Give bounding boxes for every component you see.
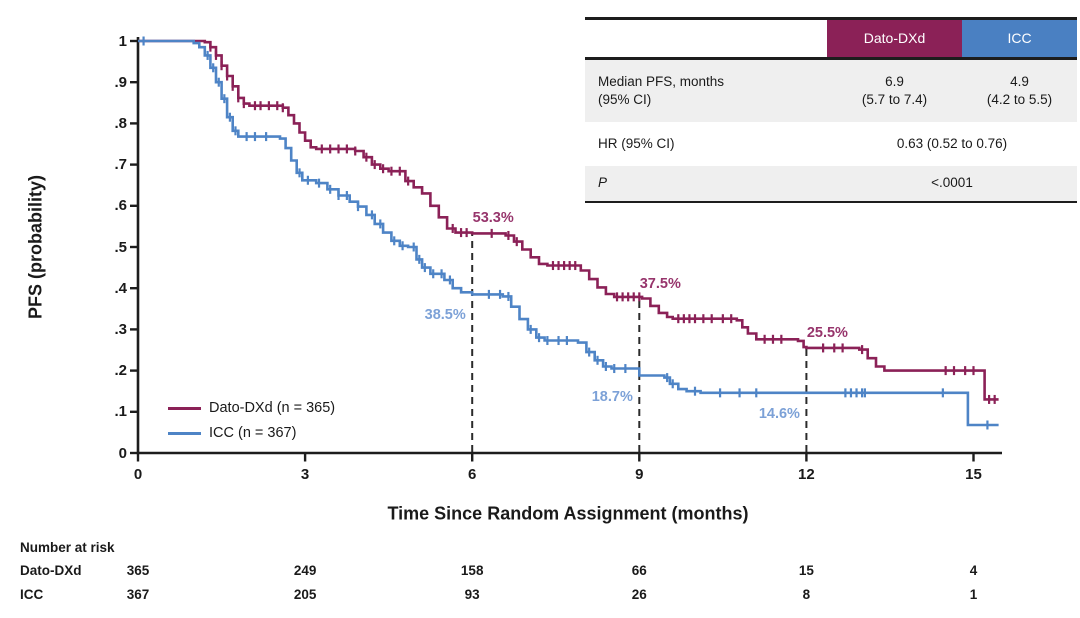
table-top-border <box>585 17 1077 20</box>
median-pfs-icc-value: 4.9 (4.2 to 5.5) <box>986 74 1053 107</box>
x-tick-label: 9 <box>635 466 644 483</box>
median-pfs-dato-value: 6.9 (5.7 to 7.4) <box>861 74 928 107</box>
risk-value: 66 <box>631 563 647 578</box>
y-tick-label: .1 <box>114 403 127 421</box>
milestone-label-dato: 53.3% <box>472 210 514 227</box>
median-pfs-label: Median PFS, months (95% CI) <box>598 74 725 107</box>
y-tick-label: .9 <box>114 73 127 91</box>
x-axis-title: Time Since Random Assignment (months) <box>387 503 749 524</box>
milestone-label-icc: 18.7% <box>591 388 633 405</box>
risk-value: 8 <box>802 586 811 602</box>
table-bottom-border <box>585 200 1077 203</box>
x-tick-label: 3 <box>300 466 310 483</box>
number-at-risk-title: Number at risk <box>20 540 115 555</box>
y-tick-label: .5 <box>114 238 127 256</box>
risk-value: 26 <box>631 586 647 602</box>
risk-value: 365 <box>126 563 150 578</box>
milestone-label-dato: 37.5% <box>639 275 681 292</box>
legend-swatch-dato <box>168 407 201 410</box>
legend-item-icc: ICC (n = 367) <box>168 421 335 446</box>
legend-label-dato: Dato-DXd (n = 365) <box>209 400 336 417</box>
x-tick-label: 12 <box>798 466 815 483</box>
risk-value: 249 <box>293 563 317 578</box>
legend-item-dato: Dato-DXd (n = 365) <box>168 396 335 421</box>
y-tick-label: 0 <box>118 444 127 462</box>
x-tick-label: 15 <box>965 466 982 483</box>
y-tick-label: .8 <box>114 114 127 132</box>
risk-value: 1 <box>969 586 978 602</box>
table-header-dato: Dato-DXd <box>827 20 962 57</box>
risk-value: 4 <box>969 563 978 578</box>
y-tick-label: 1 <box>118 32 127 50</box>
x-tick-label: 0 <box>133 466 143 483</box>
risk-row-label: ICC <box>20 586 44 602</box>
hr-value: 0.63 (0.52 to 0.76) <box>896 135 1008 151</box>
p-value: <.0001 <box>931 175 973 191</box>
y-axis-title: PFS (probability) <box>25 175 46 319</box>
y-tick-label: .2 <box>114 362 127 380</box>
table-row-median-pfs: Median PFS, months (95% CI) 6.9 (5.7 to … <box>585 59 1077 122</box>
table-header-row: Dato-DXd ICC <box>585 20 1077 57</box>
legend-swatch-icc <box>168 432 201 435</box>
summary-table: Dato-DXd ICC Median PFS, months (95% CI)… <box>585 17 1077 203</box>
legend-label-icc: ICC (n = 367) <box>209 425 297 442</box>
table-row-p: P <.0001 <box>585 165 1077 201</box>
y-tick-label: .3 <box>114 320 127 338</box>
hr-label: HR (95% CI) <box>598 135 675 151</box>
table-header-icc: ICC <box>962 20 1077 57</box>
y-tick-label: .4 <box>114 279 127 297</box>
y-tick-label: .7 <box>114 156 127 174</box>
risk-value: 158 <box>460 563 484 578</box>
x-tick-label: 6 <box>468 466 477 483</box>
table-row-hr: HR (95% CI) 0.63 (0.52 to 0.76) <box>585 121 1077 166</box>
p-label: P <box>598 175 608 191</box>
y-tick-label: .6 <box>114 197 127 215</box>
risk-value: 367 <box>126 586 150 602</box>
risk-row-label: Dato-DXd <box>20 563 82 578</box>
milestone-label-icc: 38.5% <box>424 307 466 324</box>
risk-value: 15 <box>798 563 814 578</box>
table-header-underline <box>585 57 1077 60</box>
milestone-label-dato: 25.5% <box>806 324 848 341</box>
milestone-label-icc: 14.6% <box>758 405 800 422</box>
risk-value: 205 <box>293 586 317 602</box>
legend: Dato-DXd (n = 365) ICC (n = 367) <box>168 396 335 446</box>
table-header-blank <box>585 20 827 57</box>
risk-value: 93 <box>464 586 480 602</box>
